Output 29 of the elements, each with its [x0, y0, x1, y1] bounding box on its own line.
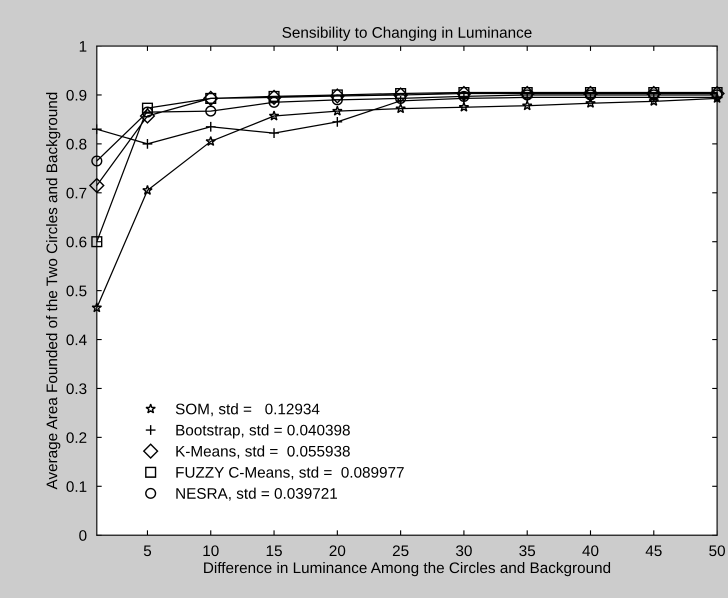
- x-tick-label: 20: [330, 545, 346, 556]
- y-tick-label: 0.6: [66, 236, 86, 248]
- legend-label: SOM, std = 0.12934: [176, 403, 320, 416]
- x-tick-label: 15: [266, 545, 282, 556]
- y-tick-label: 0.7: [66, 188, 86, 198]
- x-tick-label: 10: [203, 545, 219, 556]
- x-tick-label: 5: [144, 545, 152, 556]
- legend-label: Bootstrap, std = 0.040398: [176, 424, 350, 439]
- y-tick-label: 0.3: [66, 383, 86, 394]
- y-tick-label: 0.1: [66, 481, 86, 492]
- y-tick-label: 0.8: [66, 138, 86, 150]
- x-tick-label: 45: [646, 545, 662, 556]
- y-tick-label: 1: [80, 41, 86, 52]
- x-tick-label: 40: [582, 545, 598, 556]
- y-tick-label: 0.4: [66, 334, 87, 346]
- legend-label: K-Means, std = 0.055938: [176, 445, 350, 458]
- legend-label: FUZZY C-Means, std = 0.089977: [176, 466, 404, 480]
- x-tick-label: 25: [392, 545, 408, 556]
- y-tick-label: 0.9: [66, 90, 86, 101]
- y-tick-label: 0: [79, 530, 87, 541]
- legend-label: NESRA, std = 0.039721: [176, 488, 337, 501]
- x-tick-label: 50: [709, 545, 725, 556]
- x-tick-label: 35: [519, 545, 536, 556]
- chart-title: Sensibility to Changing in Luminance: [282, 26, 532, 41]
- y-tick-label: 0.5: [66, 285, 86, 296]
- x-tick-label: 30: [456, 545, 472, 556]
- y-tick-label: 0.2: [66, 432, 86, 444]
- x-axis-title: Difference in Luminance Among the Circles and Background: [204, 562, 610, 576]
- y-axis-title: Average Area Founded of the Two Circles and Background: [46, 92, 60, 490]
